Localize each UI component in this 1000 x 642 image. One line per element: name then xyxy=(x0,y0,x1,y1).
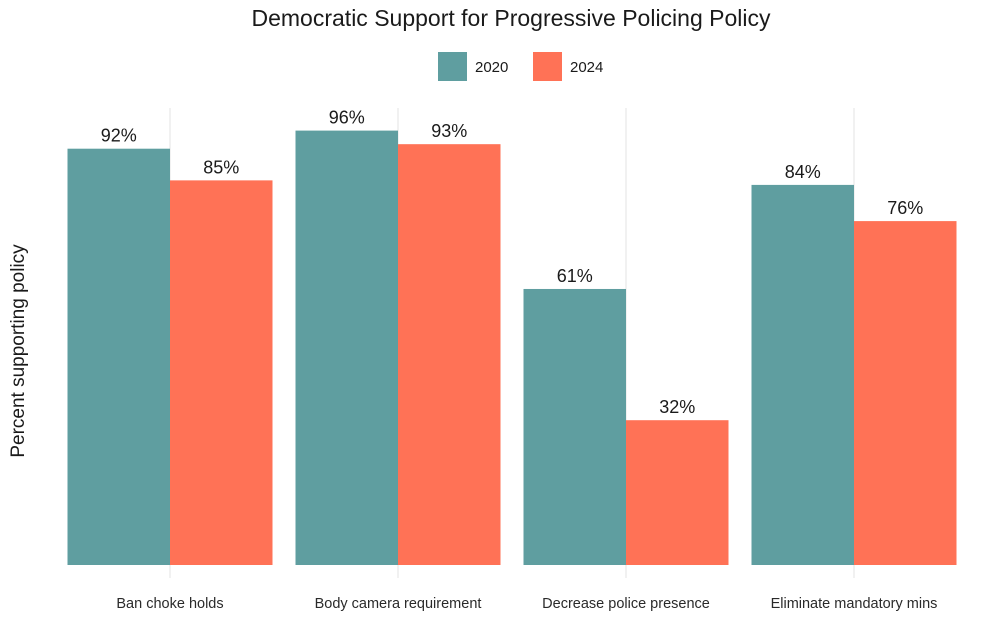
y-axis-label: Percent supporting policy xyxy=(8,244,29,458)
data-label-2024-3: 76% xyxy=(887,198,923,218)
bar-2020-1 xyxy=(295,130,398,565)
bars xyxy=(67,130,957,566)
data-label-2020-2: 61% xyxy=(557,266,593,286)
data-label-2020-3: 84% xyxy=(785,162,821,182)
legend-label-2020: 2020 xyxy=(475,59,508,76)
bar-2020-3 xyxy=(751,184,854,565)
x-tick-label: Body camera requirement xyxy=(315,596,482,612)
data-label-2024-1: 93% xyxy=(431,121,467,141)
x-tick-label: Ban choke holds xyxy=(116,596,223,612)
data-label-2024-2: 32% xyxy=(659,397,695,417)
legend: 2020 2024 xyxy=(438,52,603,81)
data-label-2024-0: 85% xyxy=(203,157,239,177)
x-tick-label: Eliminate mandatory mins xyxy=(771,596,938,612)
bar-2020-2 xyxy=(523,288,626,565)
bar-2024-3 xyxy=(854,221,957,565)
bar-2020-0 xyxy=(67,148,170,565)
x-tick-labels: Ban choke holds Body camera requirement De… xyxy=(116,596,937,612)
gridlines xyxy=(169,108,855,578)
bar-2024-2 xyxy=(626,420,729,565)
data-labels: 92% 85% 96% 93% 61% 32% 84% 76% xyxy=(101,108,924,418)
bar-2024-1 xyxy=(398,144,501,566)
bar-2024-0 xyxy=(170,180,273,565)
chart-title: Democratic Support for Progressive Polic… xyxy=(252,5,771,31)
legend-swatch-2024 xyxy=(533,52,562,81)
x-tick-label: Decrease police presence xyxy=(542,596,710,612)
legend-label-2024: 2024 xyxy=(570,59,603,76)
data-label-2020-1: 96% xyxy=(329,108,365,128)
legend-swatch-2020 xyxy=(438,52,467,81)
data-label-2020-0: 92% xyxy=(101,126,137,146)
